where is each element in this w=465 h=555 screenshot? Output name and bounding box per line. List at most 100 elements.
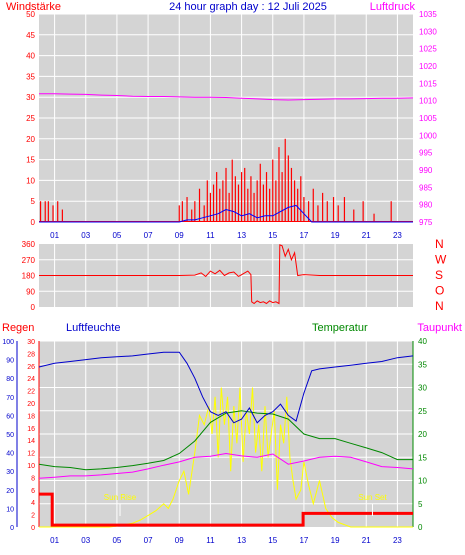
wind-speed-tick: 20 (26, 135, 35, 144)
wind-direction-grid (39, 244, 413, 307)
humidity-tick: 80 (6, 376, 14, 383)
rain-tick: 22 (27, 389, 35, 396)
hour-tick-label: 13 (237, 231, 246, 240)
humidity-tick: 10 (6, 506, 14, 513)
temperature-tick: 0 (418, 523, 423, 532)
pressure-tick: 1035 (419, 10, 437, 19)
hour-tick-label: 15 (268, 231, 277, 240)
hour-tick-label: 21 (362, 536, 371, 545)
hour-tick-label: 21 (362, 231, 371, 240)
chart-title: 24 hour graph day : 12 Juli 2025 (169, 1, 327, 13)
humidity-axis-label: Luftfeuchte (66, 322, 120, 334)
hour-tick-label: 01 (50, 231, 59, 240)
hour-tick-label: 23 (393, 536, 402, 545)
wind-pressure-marks (39, 93, 414, 223)
hour-tick-label: 19 (331, 231, 340, 240)
humidity-tick: 60 (6, 413, 14, 420)
humidity-tick: 0 (10, 525, 14, 532)
hour-tick-label: 03 (81, 536, 90, 545)
rain-tick: 30 (27, 339, 35, 346)
rain-line (39, 492, 413, 527)
humidity-tick: 30 (6, 469, 14, 476)
humidity-tick: 90 (6, 358, 14, 365)
compass-tick: W (435, 253, 447, 267)
wind-speed-tick: 35 (26, 72, 35, 81)
hour-tick-label: 13 (237, 536, 246, 545)
sunset-label: Sun Set (358, 493, 387, 502)
rain-tick: 28 (27, 351, 35, 358)
pressure-tick: 1015 (419, 79, 437, 88)
dewpoint-axis-label: Taupunkt (417, 322, 462, 334)
pressure-tick: 985 (419, 183, 433, 192)
hour-tick-label: 17 (299, 536, 308, 545)
compass-tick: N (435, 237, 444, 251)
hour-tick-label: 23 (393, 231, 402, 240)
hour-tick-label: 07 (144, 231, 153, 240)
rain-tick: 14 (27, 438, 35, 445)
wind-speed-tick: 40 (26, 52, 35, 61)
rain-tick: 4 (31, 500, 35, 507)
pressure-tick: 975 (419, 218, 433, 227)
wind-gust-line (39, 204, 413, 223)
rain-tick: 18 (27, 413, 35, 420)
temperature-tick: 15 (418, 453, 427, 462)
rain-tick: 20 (27, 401, 35, 408)
wind-speed-tick: 10 (26, 176, 35, 185)
humidity-tick: 40 (6, 451, 14, 458)
humidity-ticks: 0 10 20 30 40 50 60 70 80 90 100 (2, 339, 14, 532)
humidity-tick: 70 (6, 395, 14, 402)
hour-tick-label: 09 (175, 536, 184, 545)
hour-tick-label: 03 (81, 231, 90, 240)
pressure-ticks: 975 980 985 990 995 1000 1005 1010 1015 1020 1025 1… (419, 10, 437, 227)
temperature-line (38, 410, 413, 471)
humidity-tick: 20 (6, 488, 14, 495)
wind-speed-ticks: 0 5 10 15 20 25 30 35 40 45 50 (26, 10, 35, 227)
direction-degree-tick: 0 (31, 303, 36, 312)
wind-speed-tick: 45 (26, 31, 35, 40)
direction-degree-tick: 90 (26, 287, 35, 296)
rain-humidity-x-ticks: 01 03 05 07 09 11 13 15 17 19 21 23 (50, 536, 402, 545)
wind-speed-tick: 25 (26, 114, 35, 123)
temperature-tick: 40 (418, 337, 427, 346)
wind-speed-tick: 30 (26, 93, 35, 102)
rain-tick: 16 (27, 426, 35, 433)
rain-tick: 26 (27, 364, 35, 371)
pressure-tick: 990 (419, 166, 433, 175)
rain-axis-label: Regen (2, 322, 34, 334)
dewpoint-line (38, 452, 414, 479)
pressure-tick: 1025 (419, 45, 437, 54)
wind-speed-tick: 0 (31, 218, 36, 227)
temperature-tick: 5 (418, 500, 423, 509)
humidity-tick: 100 (2, 339, 14, 346)
hour-tick-label: 05 (112, 536, 121, 545)
compass-tick: O (435, 284, 444, 298)
direction-degree-tick: 360 (22, 240, 36, 249)
hour-tick-label: 11 (206, 231, 215, 240)
direction-degree-tick: 270 (22, 256, 36, 265)
hour-tick-label: 01 (50, 536, 59, 545)
wind-speed-tick: 5 (31, 197, 36, 206)
pressure-tick: 995 (419, 149, 433, 158)
temperature-tick: 30 (418, 384, 427, 393)
pressure-axis-label: Luftdruck (370, 1, 416, 13)
pressure-line (39, 93, 414, 101)
hour-tick-label: 19 (331, 536, 340, 545)
pressure-tick: 980 (419, 201, 433, 210)
hour-tick-label: 05 (112, 231, 121, 240)
wind-speed-tick: 15 (26, 156, 35, 165)
compass-tick: S (435, 268, 443, 282)
rain-tick: 12 (27, 451, 35, 458)
rain-tick: 8 (31, 475, 35, 482)
hour-tick-label: 15 (268, 536, 277, 545)
rain-tick: 6 (31, 488, 35, 495)
hour-tick-label: 11 (206, 536, 215, 545)
sunrise-label: Sun Rise (104, 493, 137, 502)
temperature-ticks: 0 5 10 15 20 25 30 35 40 (418, 337, 427, 532)
temperature-tick: 25 (418, 407, 427, 416)
wind-axis-label: Windstärke (6, 1, 61, 13)
pressure-tick: 1010 (419, 97, 437, 106)
wind-speed-tick: 50 (26, 10, 35, 19)
